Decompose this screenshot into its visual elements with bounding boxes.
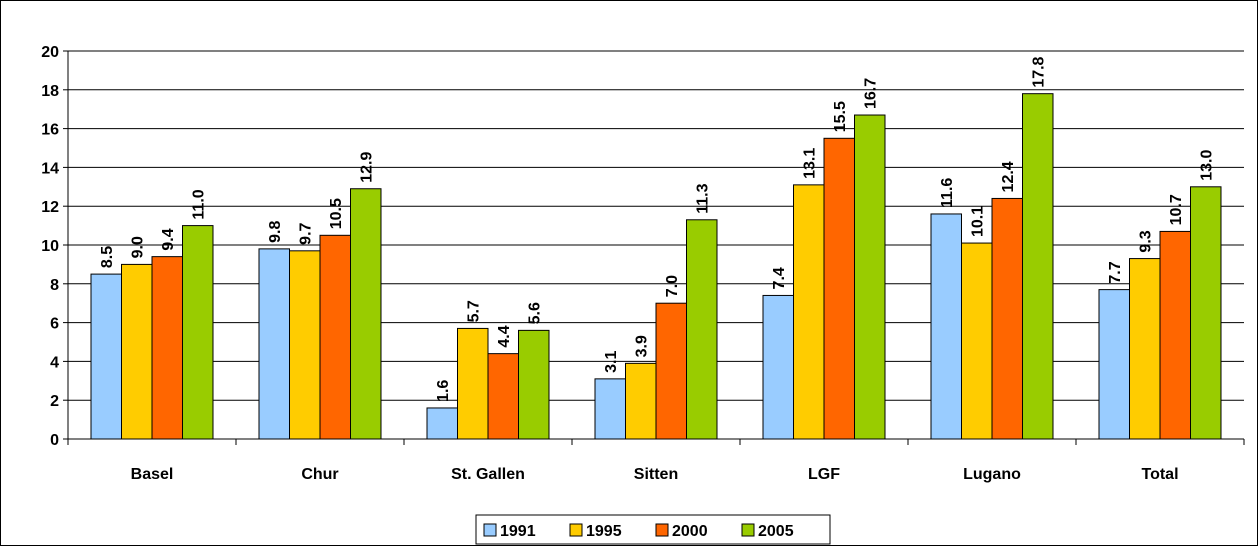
bar-2005-sitten bbox=[686, 219, 718, 440]
bar-2005-lugano bbox=[1022, 93, 1054, 440]
legend-label-2000: 2000 bbox=[672, 523, 708, 540]
data-label: 11.6 bbox=[939, 178, 956, 208]
y-tick-label: 18 bbox=[41, 83, 59, 100]
y-tick-label: 20 bbox=[41, 44, 59, 61]
data-label: 9.4 bbox=[160, 228, 177, 250]
bar-1991-total bbox=[1098, 289, 1130, 440]
bar-2005-chur bbox=[350, 188, 382, 440]
data-label: 17.8 bbox=[1031, 56, 1048, 87]
bar-1991-basel bbox=[90, 273, 122, 440]
y-tick-label: 6 bbox=[50, 316, 59, 333]
data-label: 3.1 bbox=[603, 351, 620, 373]
bar-2005-lgf bbox=[854, 114, 886, 440]
y-tick-label: 14 bbox=[41, 160, 59, 177]
y-tick-label: 16 bbox=[41, 122, 59, 139]
y-tick-label: 0 bbox=[50, 432, 59, 449]
data-label: 9.8 bbox=[267, 221, 284, 243]
bar-1995-basel bbox=[121, 263, 153, 440]
category-label: Lugano bbox=[963, 466, 1021, 483]
data-label: 13.1 bbox=[802, 148, 819, 179]
category-label: Basel bbox=[131, 466, 174, 483]
data-label: 7.4 bbox=[771, 267, 788, 289]
legend-label-1991: 1991 bbox=[500, 523, 536, 540]
data-label: 11.0 bbox=[191, 189, 208, 219]
data-label: 12.9 bbox=[359, 151, 376, 182]
data-label: 4.4 bbox=[496, 325, 513, 347]
data-label: 1.6 bbox=[435, 380, 452, 402]
data-label: 13.0 bbox=[1199, 150, 1216, 181]
bar-2000-basel bbox=[151, 256, 183, 440]
data-label: 15.5 bbox=[832, 101, 849, 132]
y-tick-label: 12 bbox=[41, 199, 59, 216]
data-label: 11.3 bbox=[695, 183, 712, 213]
data-label: 9.7 bbox=[298, 222, 315, 244]
bar-2005-st-gallen bbox=[518, 329, 550, 440]
data-label: 7.7 bbox=[1107, 261, 1124, 283]
legend-box bbox=[475, 514, 831, 545]
data-label: 9.3 bbox=[1138, 230, 1155, 252]
bar-1995-st-gallen bbox=[457, 327, 489, 440]
bar-2000-lgf bbox=[823, 137, 855, 440]
y-tick-label: 4 bbox=[50, 354, 59, 371]
data-label: 10.1 bbox=[970, 206, 987, 237]
bar-1991-lugano bbox=[930, 213, 962, 440]
legend-swatch-1995 bbox=[569, 523, 583, 537]
bar-2000-st-gallen bbox=[487, 353, 519, 440]
data-label: 8.5 bbox=[99, 246, 116, 268]
category-label: St. Gallen bbox=[451, 466, 525, 483]
y-tick-label: 2 bbox=[50, 393, 59, 410]
legend-swatch-2000 bbox=[655, 523, 669, 537]
bar-2000-total bbox=[1159, 230, 1191, 440]
bar-1991-sitten bbox=[594, 378, 626, 440]
data-label: 10.5 bbox=[328, 198, 345, 229]
legend-swatch-1991 bbox=[483, 523, 497, 537]
category-label: Sitten bbox=[634, 466, 678, 483]
data-label: 7.0 bbox=[664, 275, 681, 297]
data-label: 3.9 bbox=[634, 335, 651, 357]
legend-label-1995: 1995 bbox=[586, 523, 622, 540]
data-label: 5.6 bbox=[527, 302, 544, 324]
legend-label-2005: 2005 bbox=[758, 523, 794, 540]
bar-2005-total bbox=[1190, 186, 1222, 440]
bar-2000-lugano bbox=[991, 197, 1023, 440]
data-label: 5.7 bbox=[466, 300, 483, 322]
bar-1995-total bbox=[1129, 258, 1161, 440]
bar-1991-lgf bbox=[762, 294, 794, 440]
bar-1995-chur bbox=[289, 250, 321, 440]
category-label: LGF bbox=[808, 466, 840, 483]
legend-swatch-2005 bbox=[741, 523, 755, 537]
category-label: Total bbox=[1141, 466, 1178, 483]
bar-2000-sitten bbox=[655, 302, 687, 440]
data-label: 10.7 bbox=[1168, 194, 1185, 225]
bar-2005-basel bbox=[182, 225, 214, 440]
bar-1995-lugano bbox=[961, 242, 993, 440]
category-label: Chur bbox=[301, 466, 338, 483]
y-tick-label: 8 bbox=[50, 277, 59, 294]
bar-1991-st-gallen bbox=[426, 407, 458, 440]
bar-1991-chur bbox=[258, 248, 290, 440]
bar-2000-chur bbox=[319, 234, 351, 440]
bar-1995-sitten bbox=[625, 362, 657, 440]
data-label: 9.0 bbox=[130, 236, 147, 258]
data-label: 16.7 bbox=[863, 78, 880, 109]
data-label: 12.4 bbox=[1000, 161, 1017, 192]
y-tick-label: 10 bbox=[41, 238, 59, 255]
bar-1995-lgf bbox=[793, 184, 825, 440]
